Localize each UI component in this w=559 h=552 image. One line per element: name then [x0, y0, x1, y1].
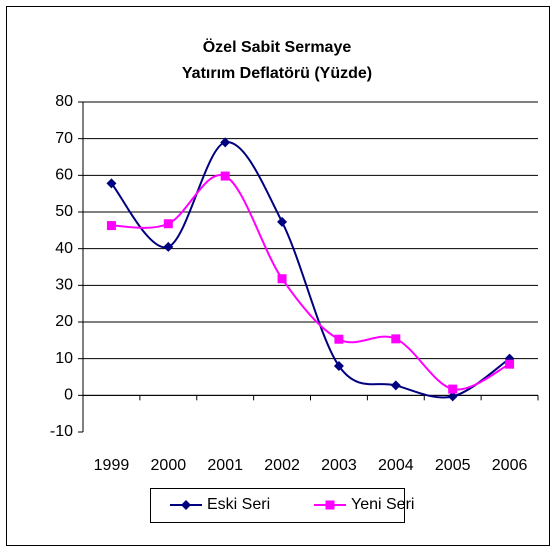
- data-point: [333, 361, 344, 371]
- data-point: [391, 334, 401, 344]
- data-point: [447, 391, 458, 402]
- data-point: [505, 359, 515, 369]
- data-point: [163, 241, 174, 252]
- x-tick-label: 2003: [321, 457, 357, 474]
- y-tick-label: 40: [55, 240, 73, 257]
- data-point: [334, 334, 344, 344]
- data-point: [163, 219, 173, 229]
- series-line: [111, 173, 511, 391]
- x-tick-label: 2004: [378, 457, 414, 474]
- y-tick-label: 0: [64, 387, 73, 404]
- y-tick-label: 60: [55, 167, 73, 184]
- legend-label: Eski Seri: [207, 496, 270, 513]
- data-point: [390, 380, 401, 391]
- chart-title: Özel Sabit Sermaye: [203, 37, 352, 56]
- data-point: [220, 137, 231, 148]
- x-tick-label: 2000: [151, 457, 187, 474]
- data-point: [277, 216, 288, 227]
- y-tick-label: -10: [50, 423, 73, 440]
- data-point: [220, 171, 230, 181]
- y-tick-label: 10: [55, 350, 73, 367]
- y-tick-label: 70: [55, 130, 73, 147]
- x-tick-label: 2005: [435, 457, 471, 474]
- y-tick-label: 80: [55, 93, 73, 110]
- x-tick-label: 2006: [492, 457, 528, 474]
- legend-label: Yeni Seri: [351, 496, 414, 513]
- chart-title: Yatırım Deflatörü (Yüzde): [182, 65, 372, 82]
- data-point: [277, 274, 287, 284]
- data-point: [106, 221, 116, 231]
- data-point: [106, 178, 117, 189]
- data-point: [448, 384, 458, 394]
- x-tick-label: 2001: [207, 457, 243, 474]
- y-tick-label: 30: [55, 277, 73, 294]
- legend-marker: [325, 500, 335, 510]
- legend-marker: [181, 500, 191, 510]
- y-tick-label: 20: [55, 313, 73, 330]
- x-tick-label: 2002: [264, 457, 300, 474]
- x-tick-label: 1999: [94, 457, 130, 474]
- y-tick-label: 50: [55, 203, 73, 220]
